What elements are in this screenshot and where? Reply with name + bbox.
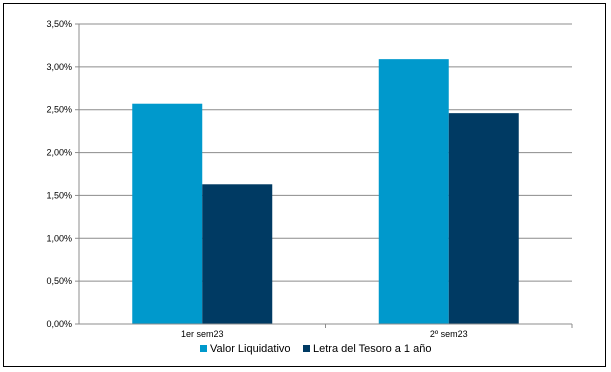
legend-swatch (303, 345, 310, 352)
y-tick-label: 2,50% (46, 105, 72, 115)
legend-label: Letra del Tesoro a 1 año (313, 343, 431, 355)
y-axis-tick-labels: 0,00% 0,50% 1,00% 1,50% 2,00% 2,50% 3,00% 3,50% (46, 19, 72, 329)
y-tick-label: 1,00% (46, 233, 72, 243)
x-tick-label: 2º sem23 (430, 329, 468, 339)
x-axis-tick-labels: 1er sem23 2º sem23 (181, 329, 468, 339)
y-tick-label: 0,00% (46, 319, 72, 329)
legend-swatch (200, 345, 207, 352)
legend: Valor Liquidativo Letra del Tesoro a 1 añ… (200, 343, 431, 355)
bars (132, 59, 519, 325)
bar-valor-liquidativo (378, 59, 449, 325)
y-tick-label: 3,00% (46, 62, 72, 72)
bar-valor-liquidativo (132, 103, 203, 324)
axes (75, 23, 573, 328)
y-tick-label: 0,50% (46, 276, 72, 286)
x-tick-label: 1er sem23 (181, 329, 224, 339)
bar-letra-del-tesoro (202, 184, 273, 324)
legend-label: Valor Liquidativo (210, 343, 291, 355)
y-tick-label: 3,50% (46, 19, 72, 29)
y-tick-label: 2,00% (46, 148, 72, 158)
bar-letra-del-tesoro (448, 113, 519, 325)
y-tick-label: 1,50% (46, 190, 72, 200)
